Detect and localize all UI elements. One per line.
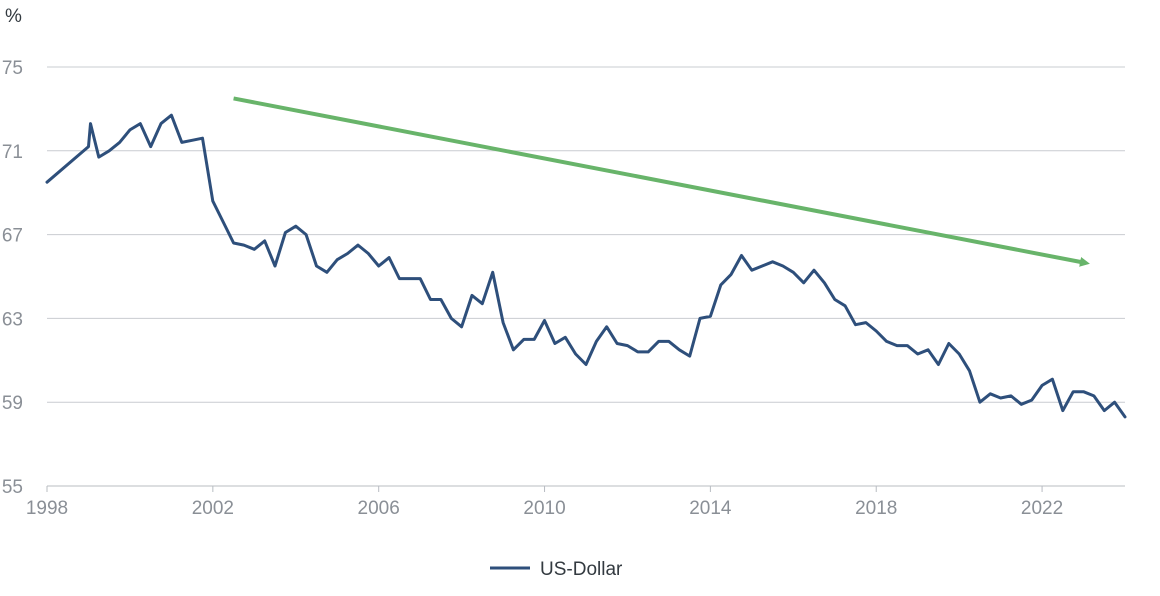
x-tick-label: 2002 [192, 498, 234, 519]
y-axis-ticks: 55 59 63 67 71 75 [2, 58, 23, 498]
x-tick-label: 2022 [1021, 498, 1063, 519]
x-tick-label: 2006 [358, 498, 400, 519]
grid-lines [47, 66, 1125, 403]
y-tick-label: 75 [2, 58, 23, 79]
x-tick-label: 2018 [855, 498, 897, 519]
y-tick-label: 59 [2, 393, 23, 414]
y-tick-label: 63 [2, 309, 23, 330]
legend: US-Dollar [490, 559, 623, 580]
x-axis-ticks: 1998 2002 2006 2010 2014 2018 2022 [26, 486, 1063, 519]
y-tick-label: 71 [2, 142, 23, 163]
x-tick-label: 2010 [523, 498, 565, 519]
x-tick-label: 2014 [689, 498, 732, 519]
legend-label-us-dollar: US-Dollar [540, 559, 623, 580]
y-tick-label: 67 [2, 226, 23, 247]
x-tick-label: 1998 [26, 498, 68, 519]
series-group [45, 113, 1127, 419]
y-tick-label: 55 [2, 477, 23, 498]
trend-arrow [233, 96, 1090, 267]
series-line-us-dollar [45, 113, 1127, 419]
y-unit-label: % [5, 6, 22, 27]
